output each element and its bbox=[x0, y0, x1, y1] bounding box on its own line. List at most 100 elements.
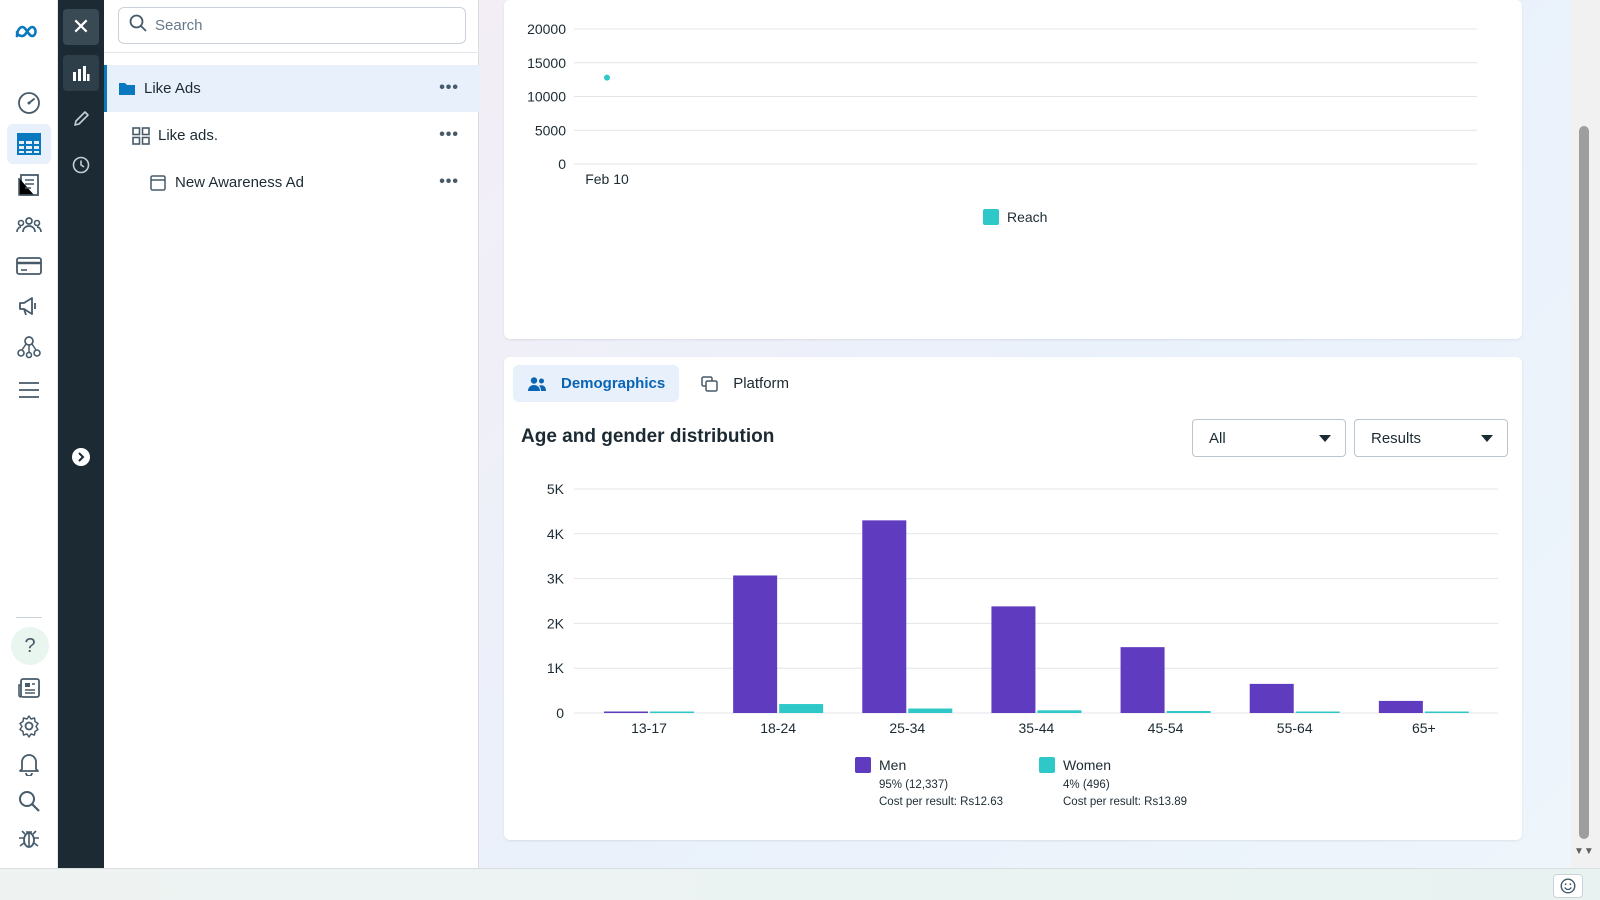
y-tick-label: 15000 bbox=[527, 55, 566, 71]
legend-label: Women bbox=[1063, 757, 1111, 773]
bar-women bbox=[1037, 710, 1082, 713]
scroll-down-arrow-icon[interactable]: ▼▼ bbox=[1574, 846, 1594, 857]
campaign-megaphone-icon[interactable] bbox=[14, 291, 44, 321]
bar-women bbox=[779, 704, 824, 713]
search-icon bbox=[129, 14, 147, 37]
bar-women bbox=[1295, 711, 1340, 713]
ad-set-grid-icon bbox=[131, 126, 151, 146]
x-tick-label: 55-64 bbox=[1277, 720, 1313, 736]
bar-men bbox=[733, 575, 778, 713]
legend-label: Reach bbox=[1007, 209, 1047, 225]
status-footer bbox=[0, 868, 1600, 900]
y-tick-label: 0 bbox=[558, 156, 566, 172]
people-icon bbox=[527, 376, 547, 392]
expand-chevron-icon[interactable] bbox=[72, 448, 90, 466]
gender-filter-dropdown[interactable]: All bbox=[1192, 419, 1346, 457]
reach-chart-card: 0 5000 10000 15000 20000 Feb 10 Reach bbox=[504, 0, 1522, 339]
ads-manager-table-icon[interactable] bbox=[7, 124, 51, 164]
tab-label: Platform bbox=[733, 375, 790, 392]
bar-women bbox=[1424, 711, 1469, 713]
help-icon[interactable]: ? bbox=[11, 627, 49, 665]
tab-label: Demographics bbox=[561, 375, 666, 392]
edit-pencil-icon[interactable] bbox=[63, 101, 99, 137]
x-tick-label: 13-17 bbox=[631, 720, 667, 736]
tree-item-ad-set[interactable]: Like ads. ••• bbox=[104, 112, 479, 159]
age-gender-chart: 5K 4K 3K 2K 1K 0 13-17 18-24 25-34 35-44 45-54 55-6… bbox=[547, 481, 1498, 808]
search-input[interactable] bbox=[155, 17, 445, 34]
y-tick-label: 1K bbox=[547, 660, 565, 676]
bar-men bbox=[1120, 647, 1165, 713]
tree-item-ad[interactable]: New Awareness Ad ••• bbox=[104, 159, 479, 206]
bar-men bbox=[1378, 700, 1423, 713]
bar-women bbox=[1166, 710, 1211, 713]
bar-women bbox=[650, 711, 694, 713]
rail-divider bbox=[16, 617, 42, 618]
platform-windows-icon bbox=[701, 375, 719, 392]
catalog-icon[interactable] bbox=[14, 170, 44, 200]
bar-women bbox=[908, 708, 953, 713]
x-tick-label: 25-34 bbox=[889, 720, 925, 736]
legend-share: 4% (496) bbox=[1063, 779, 1110, 791]
news-icon[interactable] bbox=[14, 673, 44, 703]
feedback-smiley-icon[interactable] bbox=[1553, 874, 1583, 898]
search-box[interactable] bbox=[118, 7, 466, 44]
audiences-icon[interactable] bbox=[14, 210, 44, 240]
settings-gear-icon[interactable] bbox=[14, 711, 44, 741]
campaign-tree-panel: Like Ads ••• Like ads. ••• New Awareness… bbox=[104, 0, 479, 868]
y-tick-label: 5000 bbox=[535, 122, 566, 138]
chevron-down-icon bbox=[1481, 434, 1493, 442]
more-options-icon[interactable]: ••• bbox=[439, 126, 459, 143]
scrollbar-thumb[interactable] bbox=[1579, 126, 1589, 839]
global-nav-rail: ? bbox=[0, 0, 58, 868]
chevron-down-icon bbox=[1319, 434, 1331, 442]
legend-cost: Cost per result: Rs13.89 bbox=[1063, 796, 1187, 808]
breakdown-card: Demographics Platform Age and gender dis… bbox=[504, 357, 1522, 840]
main-content: 0 5000 10000 15000 20000 Feb 10 Reach Demograp… bbox=[479, 0, 1571, 868]
legend-label: Men bbox=[879, 757, 906, 773]
business-network-icon[interactable] bbox=[14, 331, 44, 361]
dropdown-value: Results bbox=[1371, 429, 1422, 447]
x-tick-label: 18-24 bbox=[760, 720, 796, 736]
search-divider bbox=[104, 52, 479, 53]
all-tools-menu-icon[interactable] bbox=[14, 375, 44, 405]
y-tick-label: 2K bbox=[547, 615, 565, 631]
notifications-bell-icon[interactable] bbox=[14, 749, 44, 779]
y-tick-label: 20000 bbox=[527, 21, 566, 37]
bar-men bbox=[604, 711, 648, 713]
tree-item-label: Like Ads bbox=[144, 80, 201, 97]
x-tick-label: 35-44 bbox=[1019, 720, 1055, 736]
ad-window-icon bbox=[148, 173, 168, 193]
x-tick-label: 45-54 bbox=[1148, 720, 1184, 736]
dashboard-gauge-icon[interactable] bbox=[14, 88, 44, 118]
billing-card-icon[interactable] bbox=[14, 251, 44, 281]
history-clock-icon[interactable] bbox=[63, 147, 99, 183]
legend-swatch bbox=[983, 209, 999, 225]
tree-item-campaign[interactable]: Like Ads ••• bbox=[104, 65, 479, 112]
tab-platform[interactable]: Platform bbox=[687, 365, 803, 402]
breakdown-tabs: Demographics Platform bbox=[513, 365, 803, 402]
debug-bug-icon[interactable] bbox=[14, 823, 44, 853]
x-tick-label: 65+ bbox=[1412, 720, 1436, 736]
folder-icon bbox=[117, 79, 137, 99]
search-icon[interactable] bbox=[14, 786, 44, 816]
meta-logo-icon[interactable] bbox=[14, 17, 44, 47]
close-icon[interactable]: ✕ bbox=[63, 9, 99, 45]
legend-swatch bbox=[855, 757, 871, 773]
bar-chart-icon[interactable] bbox=[63, 55, 99, 91]
bar-men bbox=[991, 606, 1036, 713]
legend-cost: Cost per result: Rs12.63 bbox=[879, 796, 1003, 808]
y-tick-label: 4K bbox=[547, 526, 565, 542]
chart-title: Age and gender distribution bbox=[521, 426, 775, 447]
tree-item-label: Like ads. bbox=[158, 127, 219, 144]
reach-data-point bbox=[604, 74, 610, 81]
metric-dropdown[interactable]: Results bbox=[1354, 419, 1508, 457]
tree-item-label: New Awareness Ad bbox=[175, 174, 304, 191]
more-options-icon[interactable]: ••• bbox=[439, 79, 459, 96]
tab-demographics[interactable]: Demographics bbox=[513, 365, 680, 402]
legend-swatch bbox=[1039, 757, 1055, 773]
more-options-icon[interactable]: ••• bbox=[439, 173, 459, 190]
y-tick-label: 5K bbox=[547, 481, 565, 497]
y-tick-label: 0 bbox=[556, 705, 564, 721]
x-tick-label: Feb 10 bbox=[585, 171, 629, 187]
vertical-scrollbar[interactable]: ▼▼ bbox=[1571, 0, 1600, 868]
